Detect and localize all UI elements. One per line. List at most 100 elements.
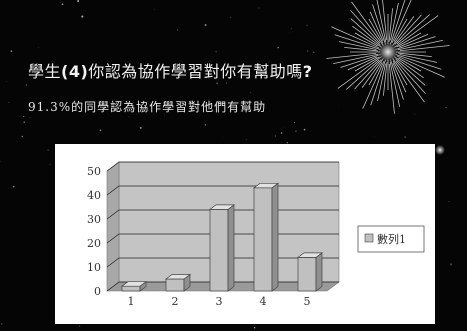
star-dot (286, 142, 288, 144)
star-dot (81, 15, 84, 18)
firework-ray (382, 0, 388, 41)
legend-label: 數列1 (377, 232, 406, 246)
star-dot (448, 201, 450, 203)
star-dot (450, 263, 453, 266)
star-dot (253, 326, 256, 329)
firework-ray (346, 59, 380, 90)
star-dot (23, 121, 25, 123)
x-tick-label: 5 (304, 295, 311, 308)
title-text-post: 你認為協作學習對你有幫助嗎 (88, 62, 303, 81)
star-dot (250, 91, 252, 93)
bar-top (296, 252, 324, 258)
firework-ray (331, 26, 380, 49)
x-tick-label: 1 (128, 295, 135, 308)
bar-chart: 0 10 20 30 40 50 1 2 3 4 5 數列1 (87, 161, 425, 308)
firework-ray (397, 52, 432, 57)
star-dot (61, 3, 64, 6)
firework-ray (388, 63, 395, 114)
star-dot (246, 139, 247, 140)
firework-ray (395, 60, 426, 94)
firework-ray (399, 54, 437, 63)
firework-ray (352, 25, 382, 48)
star-dot (47, 149, 50, 151)
star-dot (8, 101, 10, 104)
firework-ray (396, 55, 445, 78)
title-question-mark: ? (302, 62, 313, 81)
firework-ray (354, 59, 382, 90)
bar-side (271, 182, 279, 292)
firework-ray (397, 39, 443, 51)
firework-ray (354, 32, 378, 47)
firework-ray (344, 47, 379, 52)
y-tick-label: 10 (87, 261, 101, 274)
firework-ray (396, 32, 422, 48)
bar-top (164, 274, 192, 280)
firework-ray (337, 56, 382, 89)
chart-panel: 0 10 20 30 40 50 1 2 3 4 5 數列1 (55, 144, 435, 324)
star-dot (290, 28, 292, 30)
firework-ray (361, 58, 384, 88)
title-text-pre: 學生 (28, 62, 62, 81)
firework-ray (383, 61, 388, 96)
star-dot (216, 82, 219, 85)
firework-ray (333, 53, 379, 65)
y-tick-label: 40 (87, 189, 101, 202)
star-dot (258, 7, 260, 9)
star-dot (29, 117, 31, 119)
star-dot (445, 107, 447, 109)
firework-ray (368, 18, 384, 44)
star-dot (387, 58, 389, 60)
star-dot (78, 12, 80, 13)
star-dot (277, 46, 280, 49)
firework-ray (334, 34, 381, 50)
star-dot (404, 136, 406, 138)
star-dot (284, 126, 286, 128)
star-dot (122, 77, 125, 80)
firework-ray (398, 57, 422, 72)
firework-ray (388, 8, 393, 43)
star-dot (306, 50, 309, 52)
star-dot (35, 291, 37, 292)
star-dot (49, 163, 51, 165)
star-dot (306, 24, 308, 26)
star-dot (62, 73, 65, 75)
firework-ray (339, 41, 377, 50)
firework-ray (390, 3, 399, 41)
bar-front (253, 187, 273, 292)
firework-ray (395, 58, 426, 86)
firework-ray (394, 56, 424, 79)
bar-front (297, 257, 317, 292)
star-dot (5, 80, 7, 82)
firework-ray (392, 58, 425, 103)
firework-ray (326, 52, 377, 59)
star-dot (274, 135, 276, 137)
firework-ray (395, 54, 442, 70)
firework-ray (340, 54, 381, 68)
gridline (106, 161, 339, 172)
star-dot (23, 115, 25, 117)
firework-ray (392, 16, 415, 46)
bar-front (121, 285, 141, 292)
star-dot (0, 323, 3, 325)
star-dot (37, 47, 39, 48)
star-dot (289, 32, 290, 34)
star-dot (368, 44, 370, 46)
x-tick-label: 4 (260, 295, 267, 308)
star-dot (77, 0, 80, 2)
firework-ray (394, 15, 439, 48)
firework-ray (394, 14, 422, 45)
firework-ray (354, 56, 380, 72)
bar-side (315, 252, 323, 292)
slide-title: 學生(4)你認為協作學習對你有幫助嗎? (28, 58, 313, 82)
star-dot (188, 73, 190, 75)
firework-ray (398, 33, 429, 48)
bar-front (165, 278, 185, 292)
star-dot (293, 122, 295, 124)
firework-ray (390, 59, 404, 100)
firework-ray (393, 18, 408, 42)
star-dot (255, 109, 256, 110)
y-tick-label: 20 (87, 237, 101, 250)
star-dot (215, 51, 217, 53)
